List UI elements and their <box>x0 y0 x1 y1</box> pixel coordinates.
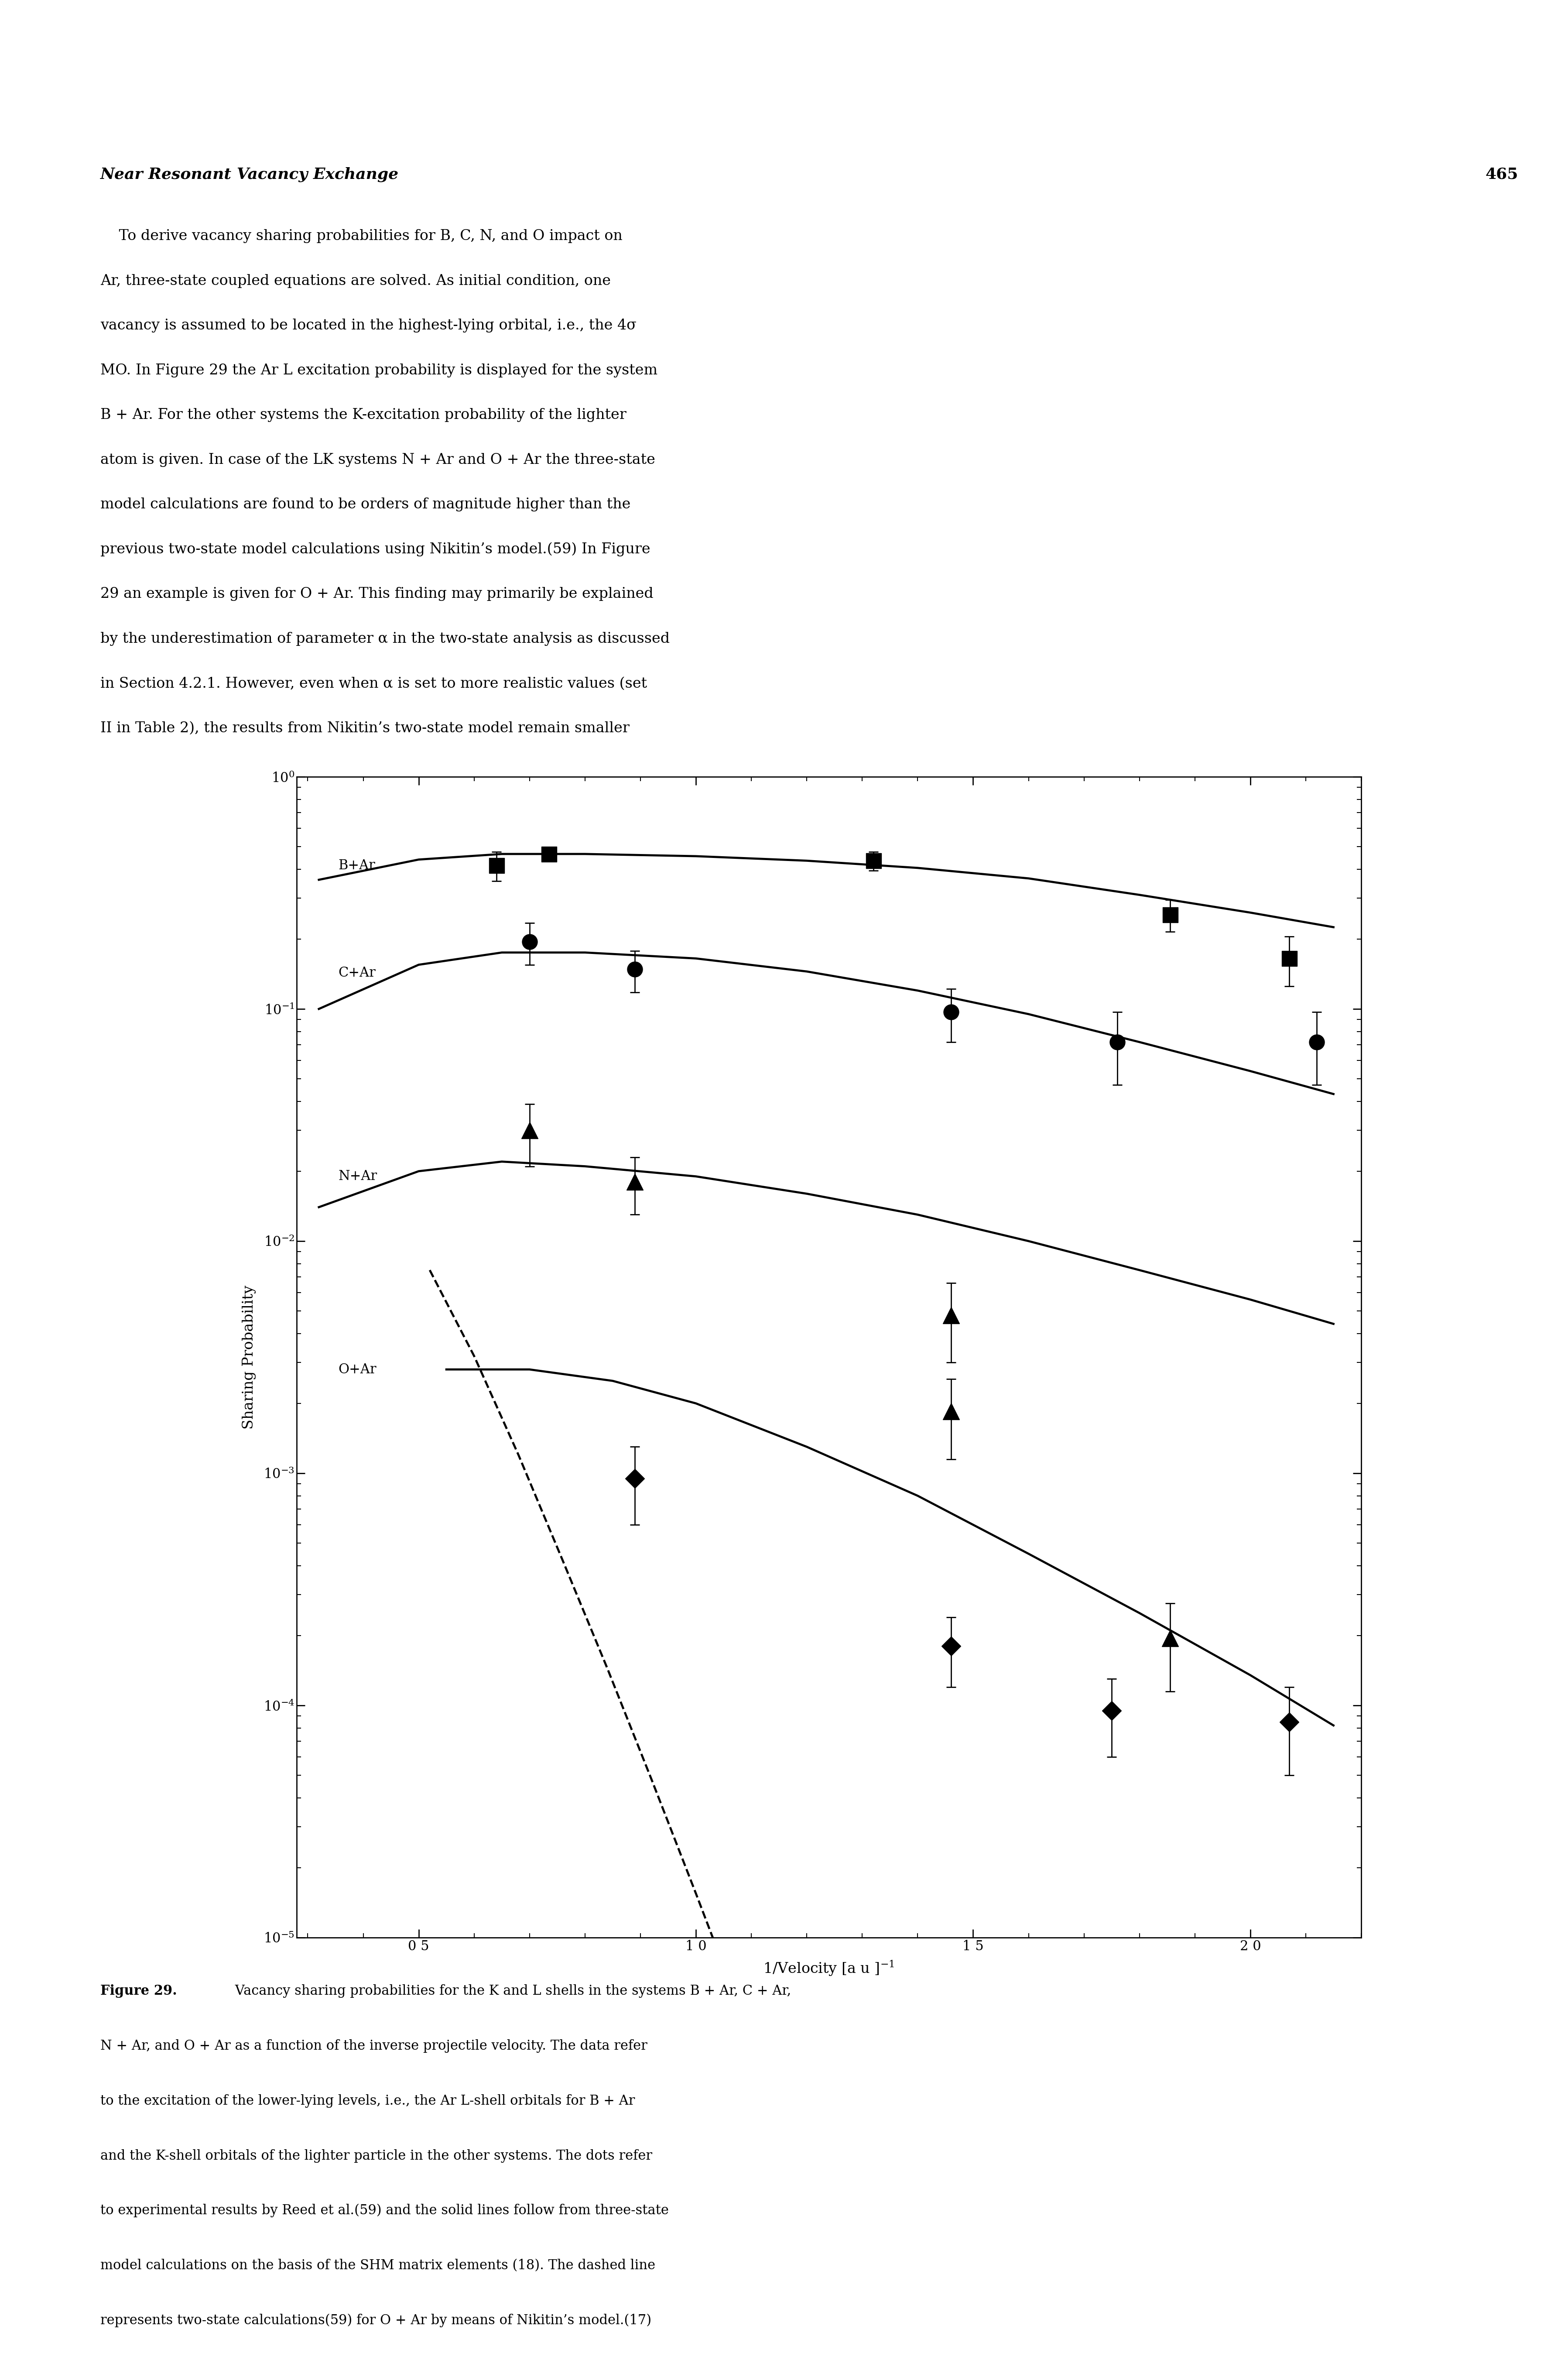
Text: vacancy is assumed to be located in the highest-lying orbital, i.e., the 4σ: vacancy is assumed to be located in the … <box>100 319 637 333</box>
Text: N + Ar, and O + Ar as a function of the inverse projectile velocity. The data re: N + Ar, and O + Ar as a function of the … <box>100 2039 648 2053</box>
X-axis label: 1/Velocity [a u ]$^{-1}$: 1/Velocity [a u ]$^{-1}$ <box>764 1959 895 1978</box>
Text: II in Table 2), the results from Nikitin’s two-state model remain smaller: II in Table 2), the results from Nikitin… <box>100 722 629 736</box>
Text: by the underestimation of parameter α in the two-state analysis as discussed: by the underestimation of parameter α in… <box>100 632 670 647</box>
Text: Vacancy sharing probabilities for the K and L shells in the systems B + Ar, C + : Vacancy sharing probabilities for the K … <box>230 1985 792 1999</box>
Text: model calculations on the basis of the SHM matrix elements (18). The dashed line: model calculations on the basis of the S… <box>100 2259 655 2273</box>
Text: MO. In Figure 29 the Ar L excitation probability is displayed for the system: MO. In Figure 29 the Ar L excitation pro… <box>100 363 657 378</box>
Text: C+Ar: C+Ar <box>339 965 376 979</box>
Text: atom is given. In case of the LK systems N + Ar and O + Ar the three-state: atom is given. In case of the LK systems… <box>100 453 655 467</box>
Text: previous two-state model calculations using Nikitin’s model.(59) In Figure: previous two-state model calculations us… <box>100 543 651 557</box>
Text: 465: 465 <box>1485 168 1518 182</box>
Text: B + Ar. For the other systems the K-excitation probability of the lighter: B + Ar. For the other systems the K-exci… <box>100 408 626 422</box>
Text: O+Ar: O+Ar <box>339 1362 376 1376</box>
Text: to experimental results by Reed et al.(59) and the solid lines follow from three: to experimental results by Reed et al.(5… <box>100 2204 670 2218</box>
Text: and the K-shell orbitals of the lighter particle in the other systems. The dots : and the K-shell orbitals of the lighter … <box>100 2150 652 2162</box>
Text: represents two-state calculations(59) for O + Ar by means of Nikitin’s model.(17: represents two-state calculations(59) fo… <box>100 2313 651 2327</box>
Text: Figure 29.: Figure 29. <box>100 1985 177 1999</box>
Text: B+Ar: B+Ar <box>339 859 375 873</box>
Text: N+Ar: N+Ar <box>339 1171 378 1182</box>
Y-axis label: Sharing Probability: Sharing Probability <box>241 1286 256 1430</box>
Text: 29 an example is given for O + Ar. This finding may primarily be explained: 29 an example is given for O + Ar. This … <box>100 588 654 602</box>
Text: Ar, three-state coupled equations are solved. As initial condition, one: Ar, three-state coupled equations are so… <box>100 274 612 288</box>
Text: in Section 4.2.1. However, even when α is set to more realistic values (set: in Section 4.2.1. However, even when α i… <box>100 677 648 691</box>
Text: To derive vacancy sharing probabilities for B, C, N, and O impact on: To derive vacancy sharing probabilities … <box>100 229 622 243</box>
Text: to the excitation of the lower-lying levels, i.e., the Ar L-shell orbitals for B: to the excitation of the lower-lying lev… <box>100 2093 635 2107</box>
Text: Near Resonant Vacancy Exchange: Near Resonant Vacancy Exchange <box>100 168 398 182</box>
Text: model calculations are found to be orders of magnitude higher than the: model calculations are found to be order… <box>100 498 630 512</box>
